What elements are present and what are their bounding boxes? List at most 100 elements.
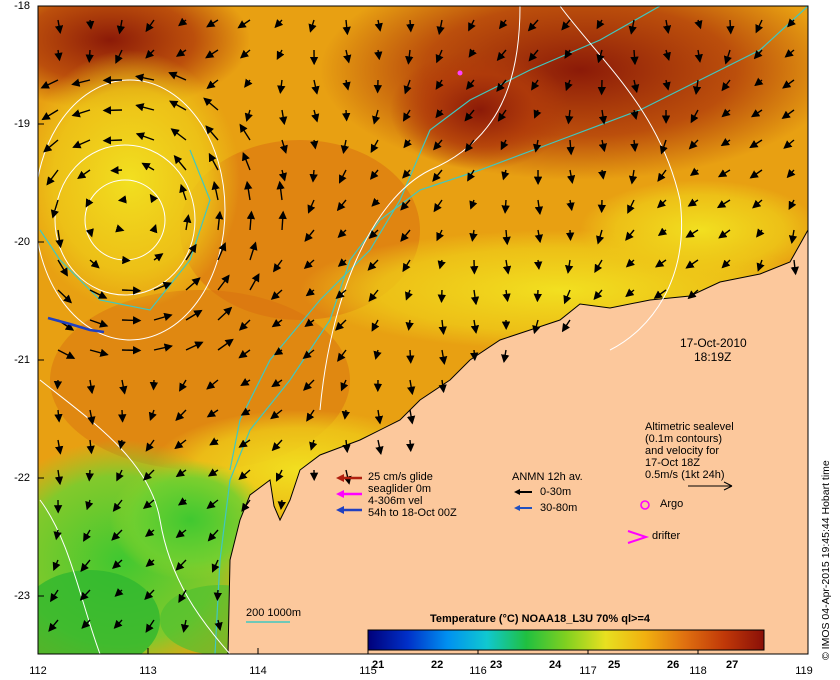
colorbar-tick: 26 [667, 659, 680, 671]
velocity-arrow [54, 409, 63, 423]
velocity-arrow [464, 139, 475, 153]
colorbar-title: Temperature (°C) NOAA18_L3U 70% ql>=4 [430, 613, 650, 625]
velocity-arrow [750, 109, 763, 118]
velocity-arrow [302, 349, 315, 360]
velocity-arrow [304, 318, 315, 327]
velocity-arrow [50, 199, 59, 219]
velocity-arrow [85, 228, 94, 238]
velocity-arrow [77, 169, 91, 180]
velocity-arrow [534, 259, 543, 271]
lat-label: -21 [14, 354, 30, 366]
velocity-arrow [215, 210, 224, 231]
velocity-arrow [630, 109, 639, 120]
velocity-arrow [374, 49, 383, 61]
velocity-arrow [367, 259, 379, 271]
altimetric-line: 17-Oct 18Z [645, 457, 701, 469]
velocity-arrow [373, 349, 382, 360]
velocity-arrow [303, 259, 315, 270]
lon-label: 118 [689, 665, 707, 677]
altimetric-line: 0.5m/s (1kt 24h) [645, 469, 725, 481]
velocity-arrow [342, 439, 351, 454]
velocity-arrow [306, 409, 315, 422]
velocity-arrow [716, 199, 731, 209]
velocity-arrow [249, 241, 258, 261]
velocity-arrow [631, 79, 640, 94]
velocity-arrow [153, 343, 173, 352]
velocity-arrow [343, 469, 352, 485]
velocity-arrow [89, 319, 109, 328]
velocity-arrow [278, 210, 287, 231]
velocity-arrow [305, 287, 315, 297]
velocity-arrow [54, 49, 63, 62]
velocity-arrow [238, 319, 251, 331]
velocity-arrow [370, 139, 379, 154]
velocity-arrow [721, 259, 731, 269]
velocity-arrow [405, 319, 414, 331]
velocity-arrow [465, 79, 475, 90]
velocity-arrow [371, 197, 381, 207]
velocity-arrow [40, 79, 59, 89]
velocity-arrow [406, 19, 415, 33]
velocity-arrow [752, 199, 763, 209]
velocity-arrow [435, 49, 444, 64]
velocity-arrow [343, 49, 352, 64]
velocity-arrow [206, 19, 219, 28]
velocity-arrow [566, 139, 575, 156]
velocity-arrow [532, 139, 542, 153]
velocity-arrow [183, 214, 192, 231]
velocity-arrow [402, 259, 411, 273]
velocity-arrow [564, 49, 573, 59]
velocity-arrow [168, 71, 187, 81]
time-label: 18:19Z [694, 350, 732, 364]
velocity-arrow [598, 139, 607, 153]
velocity-arrow [374, 19, 383, 32]
velocity-arrow [655, 259, 667, 268]
velocity-arrow [690, 109, 699, 124]
velocity-arrow [754, 77, 764, 87]
velocity-arrow [169, 100, 187, 111]
velocity-arrow [694, 49, 703, 63]
velocity-arrow [310, 139, 319, 150]
velocity-arrow [342, 79, 351, 91]
velocity-arrow [85, 469, 94, 482]
velocity-arrow [657, 169, 667, 182]
velocity-arrow [81, 619, 91, 629]
velocity-arrow [369, 169, 379, 180]
velocity-arrow [309, 169, 318, 183]
velocity-arrow [211, 559, 220, 573]
velocity-arrow [659, 139, 668, 155]
drifter-legend-label: drifter [652, 530, 681, 542]
velocity-arrow [79, 589, 91, 601]
velocity-arrow [685, 259, 699, 269]
velocity-arrow [371, 319, 380, 332]
velocity-arrow [85, 19, 95, 30]
velocity-arrow [48, 619, 59, 632]
velocity-arrow [52, 559, 61, 571]
velocity-arrow [86, 379, 96, 395]
velocity-arrow [470, 349, 479, 362]
velocity-arrow [756, 259, 765, 272]
velocity-arrow [41, 109, 59, 121]
velocity-arrow [303, 379, 315, 391]
velocity-arrow [308, 19, 317, 33]
velocity-arrow [116, 19, 126, 35]
velocity-arrow [469, 229, 478, 242]
velocity-arrow [179, 183, 188, 201]
anmn-legend-shallow: 0-30m [540, 486, 572, 498]
velocity-arrow [87, 409, 96, 426]
velocity-arrow [726, 19, 735, 35]
lon-label: 117 [579, 665, 597, 677]
velocity-arrow [304, 229, 315, 242]
velocity-arrow [153, 312, 173, 321]
velocity-arrow [205, 125, 219, 141]
velocity-arrow [89, 289, 108, 299]
velocity-arrow [271, 439, 283, 452]
velocity-arrow [175, 409, 187, 421]
velocity-arrow [565, 229, 575, 242]
velocity-arrow [119, 379, 128, 395]
velocity-arrow [83, 529, 91, 542]
velocity-arrow [783, 139, 795, 149]
velocity-arrow [593, 289, 603, 300]
velocity-arrow [533, 289, 542, 303]
anmn-legend-arrows [514, 489, 532, 511]
